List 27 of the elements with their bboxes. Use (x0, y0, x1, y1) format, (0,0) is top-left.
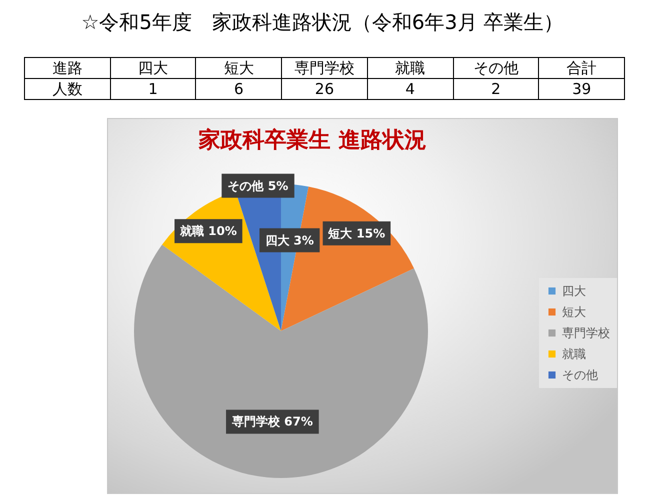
data-label: 26 (282, 78, 368, 100)
legend-label: 四大 (562, 284, 586, 298)
text: 人数 (24, 78, 110, 100)
legend-label: 専門学校 (562, 326, 610, 340)
legend-label: その他 (562, 368, 598, 382)
category-label: 四大 3% (265, 233, 314, 248)
chart-title: 家政科卒業生 進路状況 (198, 127, 426, 153)
category-label: 専門学校 (282, 58, 368, 78)
pie-slice (134, 244, 428, 478)
data-label: 1 (110, 78, 196, 100)
data-label: 6 (196, 78, 282, 100)
text: 合計 (538, 58, 624, 78)
category-label: その他 5% (228, 178, 288, 193)
text: ☆令和5年度 家政科進路状況（令和6年3月 卒業生） (80, 9, 565, 35)
category-label: 四大 (110, 58, 196, 78)
text: 進路 (24, 58, 110, 78)
category-label: 専門学校 67% (232, 414, 313, 429)
legend-label: 就職 (562, 347, 586, 361)
category-label: 短大 15% (328, 226, 386, 240)
category-label: 就職 10% (180, 224, 237, 238)
category-label: 短大 (196, 58, 282, 78)
category-label: その他 (453, 58, 539, 78)
category-label: 就職 (367, 58, 454, 78)
data-label: 2 (453, 78, 539, 100)
text: 39 (572, 80, 592, 98)
legend-label: 短大 (562, 305, 586, 319)
data-label: 4 (367, 78, 454, 100)
